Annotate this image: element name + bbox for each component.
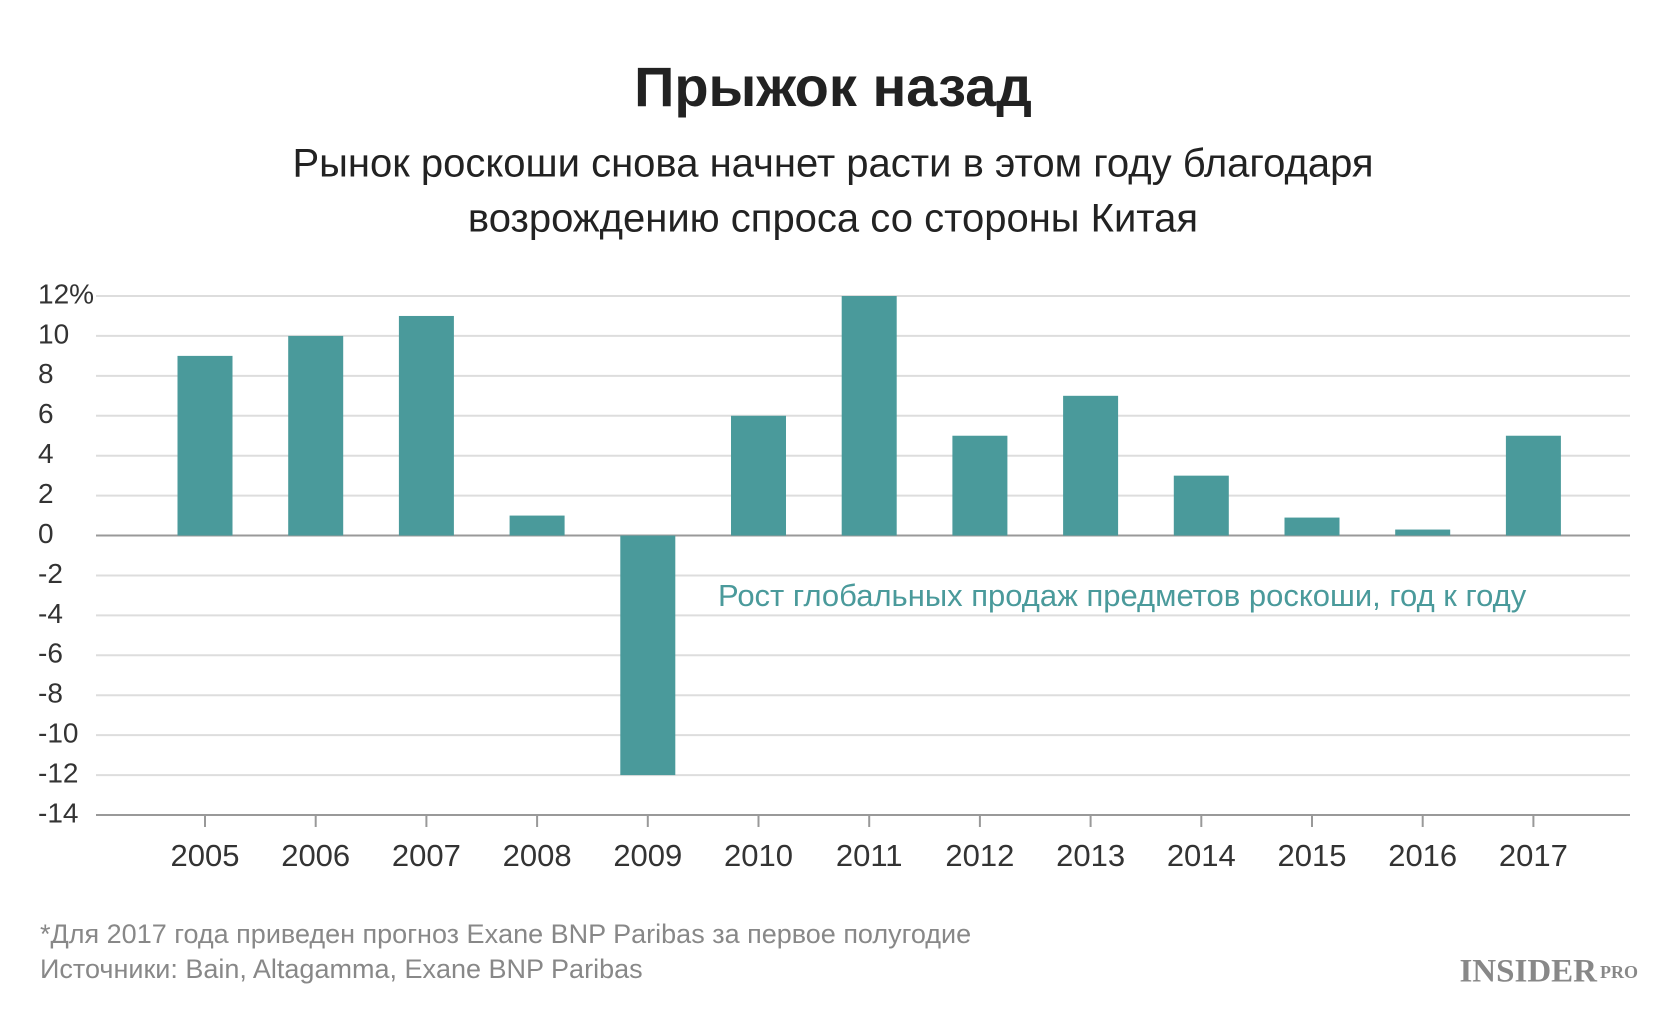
y-tick-label: -6 — [38, 638, 63, 669]
bar — [288, 335, 344, 536]
x-tick-label: 2016 — [1388, 838, 1457, 873]
y-tick-label: -8 — [38, 678, 63, 709]
bar — [1173, 475, 1229, 536]
y-tick-label: -14 — [38, 797, 78, 828]
logo: INSIDER — [1459, 954, 1598, 990]
bar — [620, 535, 676, 776]
bar — [841, 296, 897, 536]
y-tick-label: -10 — [38, 718, 78, 749]
x-tick-label: 2011 — [836, 838, 903, 873]
source-note: Источники: Bain, Altagamma, Exane BNP Pa… — [40, 954, 643, 984]
x-tick-label: 2009 — [613, 838, 682, 873]
bar — [1505, 435, 1561, 536]
y-tick-label: 12% — [38, 278, 94, 309]
bar — [177, 355, 233, 536]
bar — [952, 435, 1008, 536]
x-tick-label: 2007 — [392, 838, 461, 873]
y-tick-label: 0 — [38, 518, 54, 549]
bar — [1395, 529, 1451, 536]
chart-subtitle: возрождению спроса со стороны Китая — [468, 197, 1198, 241]
y-tick-label: -2 — [38, 558, 63, 589]
bar — [1284, 517, 1340, 536]
y-tick-label: 4 — [38, 438, 54, 469]
footnote: *Для 2017 года приведен прогноз Exane BN… — [40, 919, 971, 949]
x-tick-label: 2013 — [1056, 838, 1125, 873]
y-tick-label: 10 — [38, 318, 69, 349]
x-tick-label: 2012 — [945, 838, 1014, 873]
chart-subtitle: Рынок роскоши снова начнет расти в этом … — [292, 142, 1373, 186]
y-tick-label: 2 — [38, 478, 54, 509]
bar — [731, 415, 786, 536]
y-tick-label: -4 — [38, 598, 63, 629]
y-tick-label: 8 — [38, 358, 54, 389]
bar — [398, 315, 454, 536]
y-tick-label: -12 — [38, 757, 78, 788]
y-tick-label: 6 — [38, 398, 54, 429]
bar — [1063, 395, 1119, 536]
annotation: Рост глобальных продаж предметов роскоши… — [718, 578, 1527, 613]
x-tick-label: 2014 — [1167, 838, 1236, 873]
x-tick-label: 2017 — [1499, 838, 1568, 873]
x-tick-label: 2010 — [724, 838, 793, 873]
logo-suffix: PRO — [1600, 962, 1638, 982]
x-tick-label: 2008 — [503, 838, 572, 873]
chart-title: Прыжок назад — [634, 55, 1032, 118]
x-tick-label: 2006 — [281, 838, 350, 873]
bar — [509, 515, 565, 536]
x-tick-label: 2005 — [171, 838, 240, 873]
x-tick-label: 2015 — [1278, 838, 1347, 873]
